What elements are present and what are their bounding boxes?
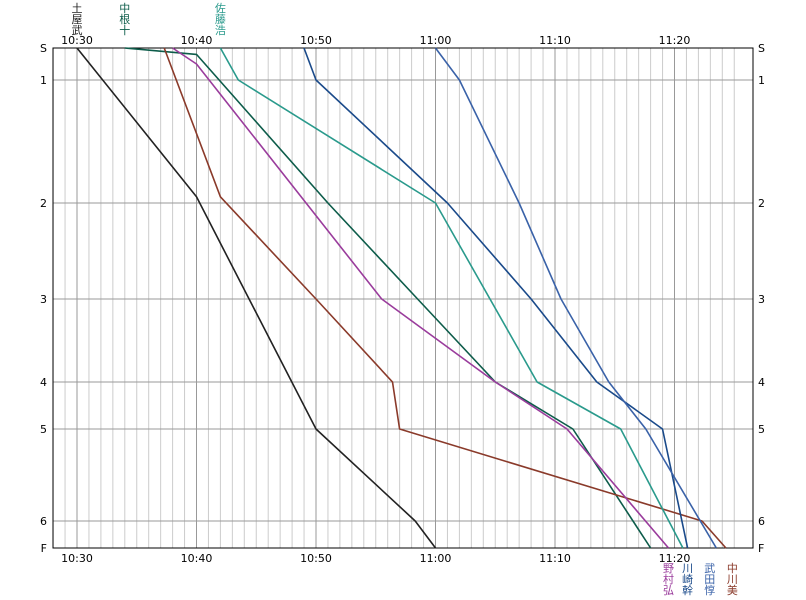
- series-line: [172, 47, 670, 549]
- minor-grid: [52, 48, 735, 548]
- station-label-left: 2: [40, 197, 47, 210]
- station-label-right: S: [758, 42, 765, 55]
- station-label-right: 1: [758, 74, 765, 87]
- runner-label: 武田惇: [704, 562, 715, 597]
- axis-ticks: 10:30 10:30 10:40 10:40 10:50 10:50 11:00 11:00…: [40, 34, 765, 565]
- series-line: [124, 47, 652, 549]
- time-tick-top: 11:00: [420, 34, 452, 47]
- runner-label: 野村弘: [663, 562, 674, 597]
- series-line: [76, 47, 437, 549]
- runner-label: 佐藤浩: [215, 1, 226, 37]
- runner-label: 中根十: [119, 2, 130, 37]
- station-label-right: 3: [758, 293, 765, 306]
- station-label-right: F: [758, 542, 764, 555]
- time-tick-bottom: 11:10: [539, 552, 571, 565]
- series-line: [219, 47, 684, 549]
- plot-frame: [52, 47, 754, 549]
- station-label-left: 5: [40, 423, 47, 436]
- runner-label: 中川美: [727, 562, 738, 597]
- time-tick-bottom: 10:40: [181, 552, 213, 565]
- station-label-left: 1: [40, 74, 47, 87]
- time-tick-top: 10:50: [300, 34, 332, 47]
- station-label-right: 2: [758, 197, 765, 210]
- series-lines: [76, 47, 727, 549]
- series-line: [163, 47, 727, 549]
- time-tick-bottom: 10:30: [61, 552, 93, 565]
- station-label-left: S: [40, 42, 47, 55]
- series-line: [434, 47, 717, 549]
- time-tick-top: 10:40: [181, 34, 213, 47]
- station-label-right: 6: [758, 515, 765, 528]
- runner-label: 川崎幹: [682, 562, 693, 597]
- station-label-left: F: [41, 542, 47, 555]
- station-label-left: 3: [40, 293, 47, 306]
- time-tick-top: 11:10: [539, 34, 571, 47]
- major-grid: [53, 47, 753, 549]
- series-line: [303, 47, 689, 549]
- time-tick-top: 11:20: [659, 34, 691, 47]
- station-label-left: 4: [40, 376, 47, 389]
- time-tick-bottom: 11:00: [420, 552, 452, 565]
- runner-label: 土屋武: [72, 2, 83, 37]
- station-label-right: 4: [758, 376, 765, 389]
- time-tick-top: 10:30: [61, 34, 93, 47]
- station-label-left: 6: [40, 515, 47, 528]
- station-label-right: 5: [758, 423, 765, 436]
- time-tick-bottom: 11:20: [659, 552, 691, 565]
- time-tick-bottom: 10:50: [300, 552, 332, 565]
